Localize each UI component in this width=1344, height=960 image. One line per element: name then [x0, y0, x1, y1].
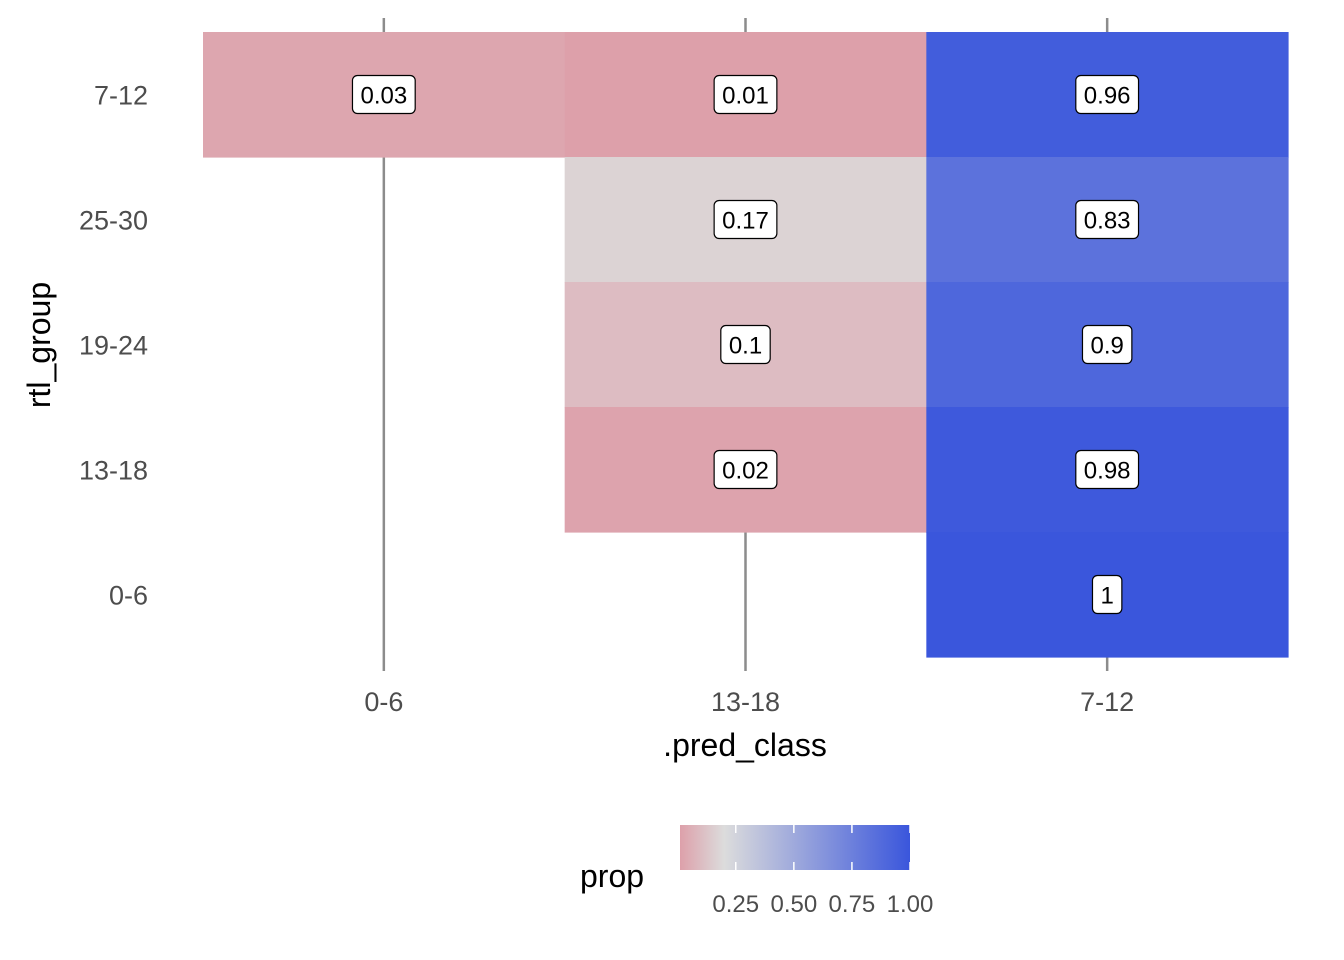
cell-label-box	[713, 449, 778, 490]
cell-label-text: 0.83	[1084, 208, 1131, 235]
cell-label: 0.96	[1075, 74, 1140, 115]
cell-label: 0.17	[713, 199, 778, 240]
y-axis-ticks: 0-6 13-18 19-24 25-30 7-12	[79, 81, 148, 611]
cell-label-box	[1091, 574, 1123, 615]
cell-labels: 0.03 0.01 0.96 0.17 0.83 0.1 0.9 0.02 0.98 1	[351, 74, 1140, 615]
y-tick-label: 7-12	[94, 81, 148, 111]
cell-label-box	[1075, 449, 1140, 490]
cell-label-text: 1	[1100, 583, 1113, 610]
cell-label-box	[1075, 199, 1140, 240]
x-tick-label: 7-12	[1080, 687, 1134, 717]
cell-label-text: 0.96	[1084, 83, 1131, 110]
y-tick-label: 25-30	[79, 206, 148, 236]
legend-tick-label: 0.25	[712, 891, 759, 918]
cell-label-box	[713, 74, 778, 115]
cell-label-box	[351, 74, 416, 115]
cell-label-box	[720, 324, 771, 365]
y-tick-label: 0-6	[109, 581, 148, 611]
cell-label: 0.01	[713, 74, 778, 115]
legend-tick-label: 0.75	[829, 891, 876, 918]
cell-label-box	[1075, 74, 1140, 115]
cell-label-text: 0.98	[1084, 458, 1131, 485]
cell-label: 0.98	[1075, 449, 1140, 490]
x-axis-title: .pred_class	[663, 727, 827, 763]
cell-label: 0.03	[351, 74, 416, 115]
legend-tick-label: 0.50	[770, 891, 817, 918]
cell-label-box	[713, 199, 778, 240]
legend-colorbar	[680, 825, 910, 870]
cell-label-text: 0.02	[722, 458, 769, 485]
y-tick-label: 13-18	[79, 456, 148, 486]
cell-label-text: 0.17	[722, 208, 769, 235]
legend-ticks: 0.25 0.50 0.75 1.00	[712, 825, 933, 918]
cell-label-text: 0.01	[722, 83, 769, 110]
legend-tick-label: 1.00	[887, 891, 934, 918]
cell-label: 0.9	[1081, 324, 1133, 365]
cell-label-box	[1081, 324, 1133, 365]
legend-title: prop	[580, 858, 644, 894]
cell-label: 0.02	[713, 449, 778, 490]
cell-label-text: 0.03	[360, 83, 407, 110]
cell-label: 0.83	[1075, 199, 1140, 240]
color-legend: prop 0.25 0.50 0.75 1.00	[580, 825, 933, 918]
x-tick-label: 0-6	[364, 687, 403, 717]
cell-label-text: 0.9	[1090, 333, 1123, 360]
cell-label: 0.1	[720, 324, 771, 365]
cell-label-text: 0.1	[729, 333, 762, 360]
y-tick-label: 19-24	[79, 331, 148, 361]
y-axis-title: rtl_group	[21, 282, 57, 408]
x-tick-label: 13-18	[711, 687, 780, 717]
cell-label: 1	[1091, 574, 1123, 615]
x-axis-ticks: 0-6 13-18 7-12	[364, 687, 1134, 717]
